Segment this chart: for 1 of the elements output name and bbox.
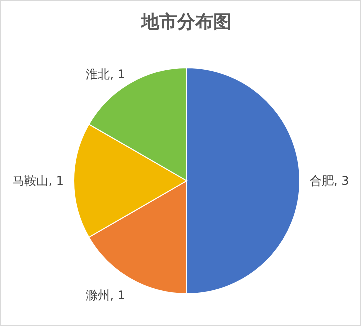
chart-title: 地市分布图 — [140, 12, 232, 33]
